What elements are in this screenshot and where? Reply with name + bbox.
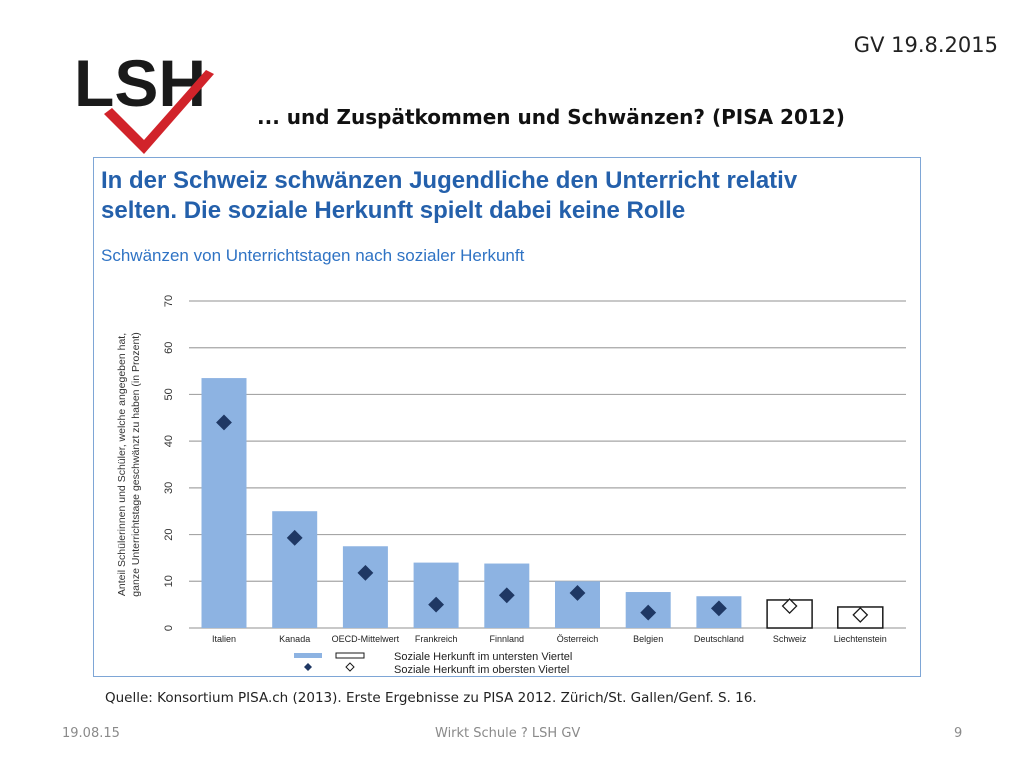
marker-point [710, 600, 727, 617]
legend-label: Soziale Herkunft im untersten Viertel [394, 651, 572, 663]
x-tick-label: Österreich [557, 634, 599, 644]
footer-date: 19.08.15 [62, 726, 120, 741]
page-number: 9 [954, 726, 963, 741]
bar [413, 562, 459, 628]
slide-title: ... und Zuspätkommen und Schwänzen? (PIS… [257, 105, 845, 129]
x-tick-label: Frankreich [415, 634, 458, 644]
y-tick-label: 30 [163, 482, 175, 494]
source-citation: Quelle: Konsortium PISA.ch (2013). Erste… [105, 690, 757, 706]
figure-headline-line2: selten. Die soziale Herkunft spielt dabe… [101, 197, 686, 224]
y-tick-label: 70 [163, 295, 175, 307]
x-tick-label: OECD-Mittelwert [332, 634, 400, 644]
header-date: GV 19.8.2015 [853, 33, 998, 57]
bar [272, 511, 318, 628]
marker-point [852, 607, 869, 623]
logo-text: LSH [74, 46, 206, 120]
marker-point [640, 604, 657, 621]
y-tick-label: 40 [163, 435, 175, 447]
x-tick-label: Deutschland [694, 634, 744, 644]
checkmark-icon [104, 70, 214, 154]
marker-point [498, 587, 515, 604]
marker-point [357, 564, 374, 581]
x-tick-label: Finnland [490, 634, 525, 644]
legend-swatch-marker-outline [345, 662, 355, 672]
chart-figure: In der Schweiz schwänzen Jugendliche den… [93, 157, 921, 677]
marker-point [569, 585, 586, 601]
lsh-logo: LSH [74, 44, 224, 162]
x-tick-label: Schweiz [773, 634, 807, 644]
y-axis-label: ganze Unterrichtstage geschwänzt zu habe… [130, 332, 142, 596]
y-tick-label: 20 [163, 528, 175, 540]
y-axis-label: Anteil Schülerinnen und Schüler, welche … [116, 333, 128, 596]
x-tick-label: Liechtenstein [834, 634, 887, 644]
bar [342, 546, 388, 628]
y-tick-label: 0 [163, 625, 175, 631]
marker-point [216, 414, 232, 431]
x-tick-label: Belgien [633, 634, 663, 644]
y-tick-label: 10 [163, 575, 175, 587]
figure-headline: In der Schweiz schwänzen Jugendliche den… [101, 166, 891, 226]
legend-label: Soziale Herkunft im obersten Viertel [394, 664, 569, 676]
x-tick-label: Italien [212, 634, 236, 644]
footer-center-text: Wirkt Schule ? LSH GV [435, 726, 581, 741]
legend-swatch-bar-outline [335, 652, 365, 659]
y-tick-label: 60 [163, 342, 175, 354]
y-tick-label: 50 [163, 388, 175, 400]
marker-point [428, 596, 445, 613]
marker-point [286, 529, 303, 546]
marker-point [781, 598, 798, 614]
figure-headline-line1: In der Schweiz schwänzen Jugendliche den… [101, 167, 798, 194]
x-tick-label: Kanada [279, 634, 310, 644]
legend-swatch-marker [304, 663, 312, 671]
legend-swatch-bar [294, 653, 322, 658]
figure-subtitle: Schwänzen von Unterrichtstagen nach sozi… [101, 246, 525, 265]
bar-chart: 0 10 20 30 40 50 60 70 Anteil Schülerinnen und S… [116, 295, 906, 676]
